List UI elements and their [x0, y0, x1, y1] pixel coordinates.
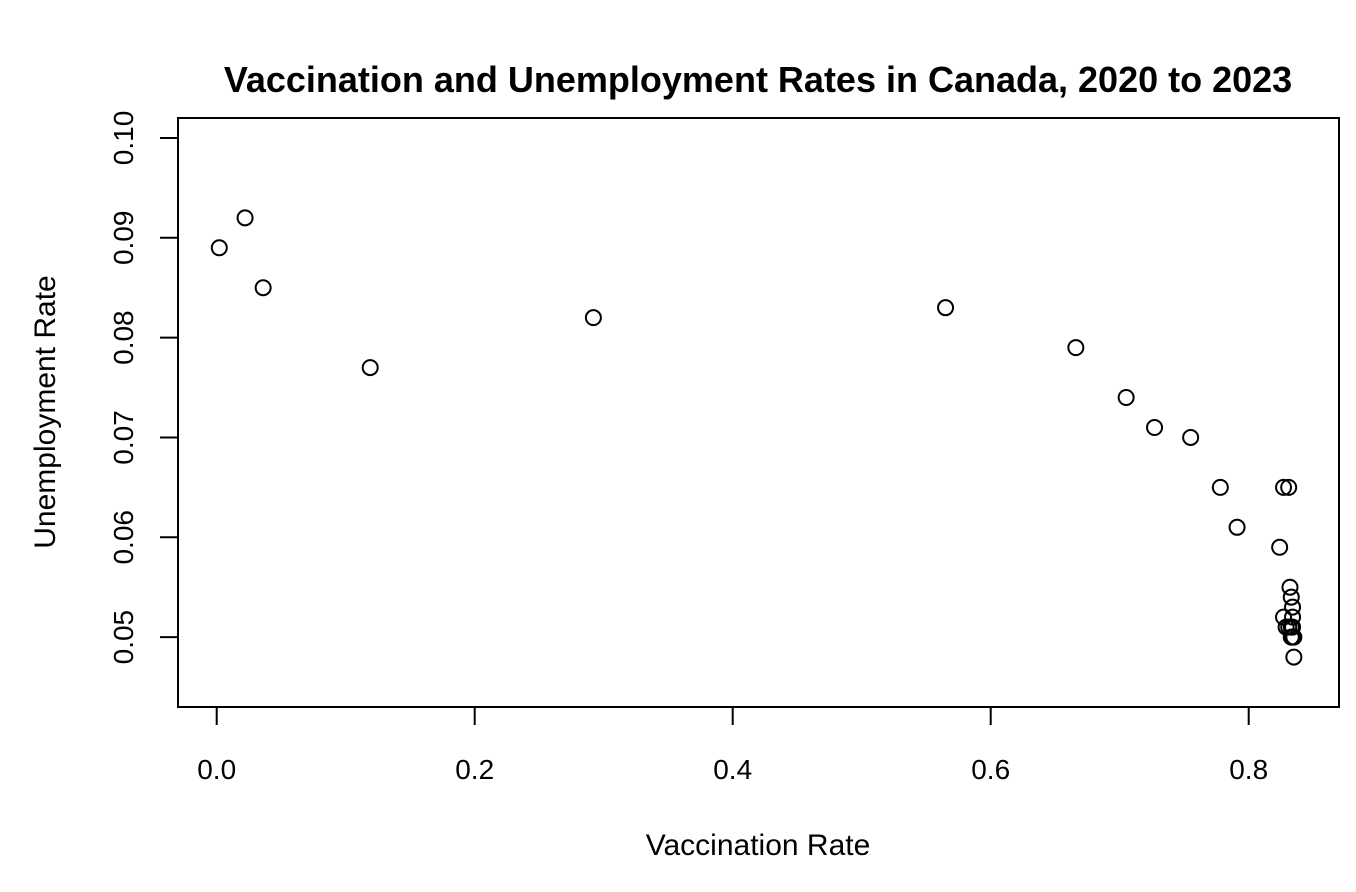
data-point [1067, 339, 1085, 357]
x-tick-label: 0.6 [971, 754, 1010, 785]
y-tick-label: 0.08 [108, 310, 139, 365]
y-tick-label: 0.07 [108, 410, 139, 465]
data-point [1182, 428, 1200, 446]
x-tick-label: 0.8 [1229, 754, 1268, 785]
data-point [1228, 518, 1246, 536]
data-point [1284, 608, 1302, 626]
data-point [1281, 578, 1299, 596]
data-point [1285, 648, 1303, 666]
y-tick-label: 0.10 [108, 111, 139, 166]
data-point [1211, 478, 1229, 496]
x-tick-label: 0.0 [197, 754, 236, 785]
data-point [1284, 598, 1302, 616]
chart-title: Vaccination and Unemployment Rates in Ca… [224, 59, 1292, 100]
data-point [1285, 628, 1303, 646]
y-tick-label: 0.06 [108, 510, 139, 565]
data-points [210, 209, 1303, 666]
x-tick-label: 0.4 [713, 754, 752, 785]
data-point [361, 359, 379, 377]
data-point [1117, 389, 1135, 407]
y-axis-label: Unemployment Rate [29, 275, 62, 548]
data-point [1282, 588, 1300, 606]
data-point [1275, 478, 1293, 496]
data-point [584, 309, 602, 327]
data-point [210, 239, 228, 257]
y-tick-label: 0.05 [108, 610, 139, 665]
y-tick-label: 0.09 [108, 211, 139, 266]
y-axis-ticks: 0.05 0.06 0.07 0.08 0.09 0.10 [108, 111, 178, 665]
data-point [254, 279, 272, 297]
data-point [937, 299, 955, 317]
plot-frame [177, 117, 1340, 708]
data-point [1146, 418, 1164, 436]
data-point [1271, 538, 1289, 556]
data-point [1280, 478, 1298, 496]
x-axis-ticks: 0.0 0.2 0.4 0.6 0.8 [197, 707, 1268, 785]
x-axis-label: Vaccination Rate [646, 829, 871, 862]
data-point [1284, 618, 1302, 636]
x-tick-label: 0.2 [455, 754, 494, 785]
data-point [236, 209, 254, 227]
